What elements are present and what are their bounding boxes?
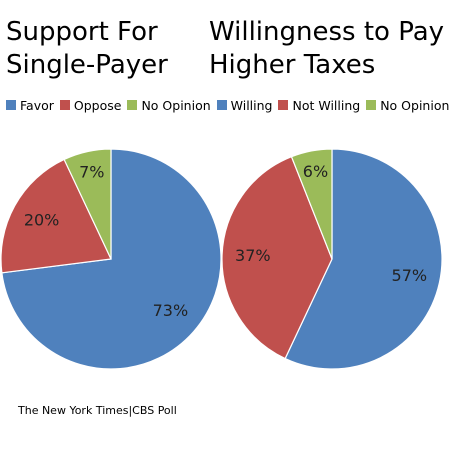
legend-item-no-opinion-support: No Opinion [127, 97, 211, 113]
pie-label-taxes-1: 37% [235, 246, 271, 265]
legend-label: Oppose [73, 97, 122, 113]
legend-item-favor: Favor [6, 98, 54, 113]
chart-title-line: Higher Taxes [209, 50, 376, 80]
chart-title-line: Willingness to Pay [209, 17, 445, 47]
legend-item-not-willing: Not Willing [278, 98, 360, 113]
legend-item-oppose: Oppose [59, 97, 122, 113]
legend-item-willing: Willing [216, 97, 273, 113]
legend-swatch [278, 100, 289, 110]
pie-slice-support-2 [63, 148, 112, 260]
legend-label: Willing [230, 97, 273, 113]
legend: Favor Oppose No Opinion Willing Not Will… [6, 96, 450, 114]
chart-title-higher-taxes: Willingness to Pay Higher Taxes [209, 16, 444, 82]
legend-label: Favor [20, 97, 54, 113]
legend-swatch [366, 100, 377, 110]
legend-swatch [216, 100, 227, 110]
pie-label-taxes-0: 57% [392, 266, 428, 285]
chart-title-single-payer: Support For Single-Payer [6, 16, 168, 82]
legend-item-no-opinion-taxes: No Opinion [366, 98, 449, 113]
chart-title-line: Single-Payer [6, 50, 168, 80]
legend-label: No Opinion [141, 97, 211, 113]
legend-label: No Opinion [380, 97, 450, 113]
legend-swatch [127, 100, 138, 110]
pie-label-taxes-2: 6% [303, 162, 328, 181]
legend-swatch [59, 100, 70, 110]
pie-label-support-1: 20% [24, 210, 60, 229]
pie-slice-taxes-1 [221, 155, 333, 360]
legend-swatch [6, 100, 16, 110]
source-note: The New York Times|CBS Poll [18, 404, 177, 417]
pie-slice-support-1 [0, 158, 112, 274]
pie-label-support-0: 73% [153, 301, 189, 320]
pie-slice-taxes-0 [284, 148, 443, 370]
pie-slice-taxes-2 [290, 148, 333, 260]
pie-label-support-2: 7% [79, 163, 104, 182]
legend-label: Not Willing [292, 97, 361, 113]
chart-title-line: Support For [6, 17, 158, 47]
